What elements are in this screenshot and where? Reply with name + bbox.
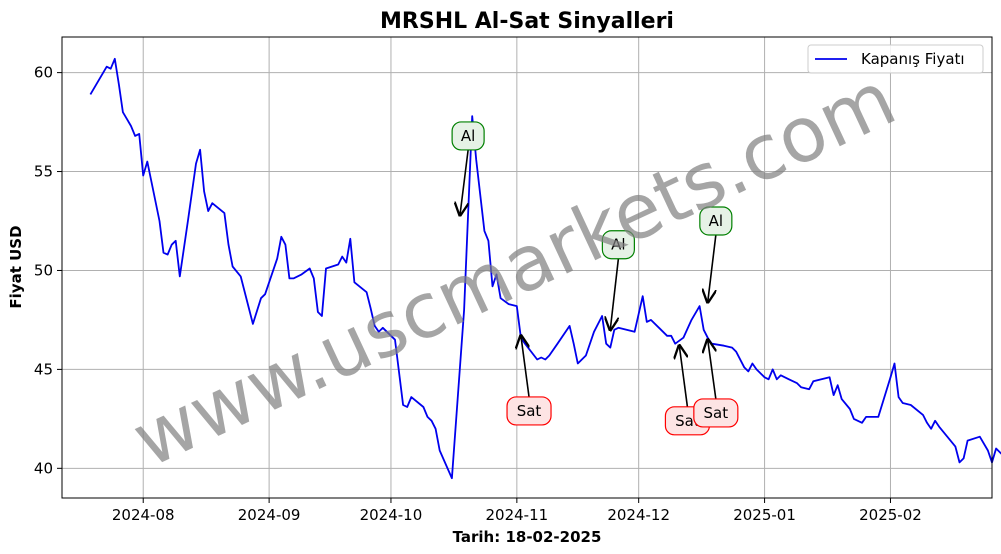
signal-label-box <box>451 121 485 151</box>
signal-arrow <box>610 258 620 330</box>
sell-signal-annotation: Sat <box>693 340 739 428</box>
x-tick-label: 2024-10 <box>360 506 423 524</box>
y-axis-ticks: 40 45 50 55 60 <box>34 64 62 477</box>
y-tick-label: 60 <box>34 64 53 82</box>
signal-label-text: Sat <box>704 404 729 422</box>
x-tick-label: 2025-01 <box>733 506 796 524</box>
signal-arrow <box>708 340 717 400</box>
legend: Kapanış Fiyatı <box>807 44 984 74</box>
x-tick-label: 2024-09 <box>238 506 301 524</box>
signal-arrow <box>460 149 469 215</box>
signal-arrow <box>679 346 689 407</box>
buy-signal-annotation: Al <box>451 121 485 215</box>
y-axis-label: Fiyat USD <box>7 225 25 308</box>
sell-signal-annotation: Sat <box>506 336 552 426</box>
signal-label-box <box>601 230 635 260</box>
x-axis-label: Tarih: 18-02-2025 <box>453 528 602 546</box>
signal-label-text: Al <box>709 212 723 230</box>
signal-arrow <box>521 336 530 398</box>
signal-label-text: Al <box>611 236 625 254</box>
x-tick-label: 2024-12 <box>607 506 670 524</box>
y-tick-label: 40 <box>34 459 53 477</box>
x-tick-label: 2024-11 <box>486 506 549 524</box>
buy-signal-annotation: Al <box>699 206 733 302</box>
y-tick-label: 50 <box>34 261 53 279</box>
y-tick-label: 55 <box>34 163 53 181</box>
series-layer <box>89 57 1001 480</box>
x-tick-label: 2025-02 <box>859 506 922 524</box>
signal-arrow <box>708 234 717 302</box>
buy-signal-annotation: Al <box>601 230 635 330</box>
signal-label-text: Al <box>461 127 475 145</box>
legend-box <box>807 44 984 74</box>
x-axis-ticks: 2024-08 2024-09 2024-10 2024-11 2024-12 2025-… <box>112 498 922 524</box>
series-line-close-price <box>89 57 1001 480</box>
signal-label-box <box>693 398 739 428</box>
signal-label-text: Sat <box>517 402 542 420</box>
grid-lines <box>62 37 992 498</box>
chart-title: MRSHL Al-Sat Sinyalleri <box>380 9 674 34</box>
y-tick-label: 45 <box>34 360 53 378</box>
signal-label-box <box>506 396 552 426</box>
x-tick-label: 2024-08 <box>112 506 175 524</box>
signal-label-box <box>699 206 733 236</box>
plot-area-frame <box>61 36 993 499</box>
legend-label: Kapanış Fiyatı <box>861 50 965 68</box>
